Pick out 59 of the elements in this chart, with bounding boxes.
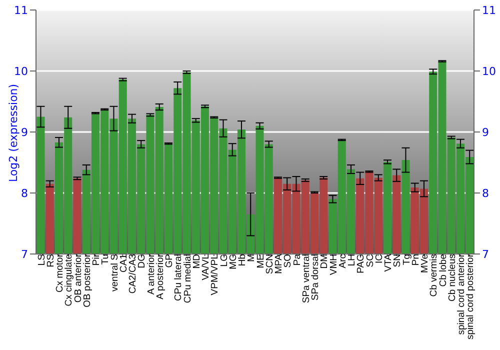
x-tick-label: PAG (356, 254, 367, 274)
x-tick-label: CA2/CA3 (128, 254, 139, 294)
x-tick-label: CPu lateral (173, 254, 184, 301)
x-tick-label: LH (346, 254, 358, 266)
x-tick-label: RS (45, 254, 56, 268)
x-tick-label: Cb vermis (428, 254, 440, 297)
x-tick-label: GP (164, 254, 176, 268)
x-tick-label: Cx motor (54, 254, 66, 293)
y-tick-label: 11 (14, 4, 28, 17)
x-tick-label: MD (191, 254, 202, 269)
x-tick-label: SC (364, 254, 376, 268)
y-tick-label: 7 (21, 248, 28, 261)
y2-tick-label: 7 (482, 248, 489, 261)
x-tick-label: MPA (274, 253, 285, 274)
x-tick-label: LG (218, 254, 230, 267)
y-tick-label: 9 (21, 126, 28, 139)
x-tick-label: Cx cingulate (64, 254, 75, 306)
x-tick-label: VA/VL (200, 254, 212, 280)
x-tick-label: Arc (337, 254, 348, 268)
x-tick-label: Cb nucleus (446, 254, 458, 302)
x-tick-label: Hb (237, 254, 248, 266)
x-tick-label: ventral S (109, 254, 120, 292)
x-tick-label: Pir (91, 254, 102, 266)
x-tick-label: OB anterior (72, 254, 84, 303)
x-tick-label: Tu (100, 254, 112, 265)
x-tick-label: A anterior (146, 254, 157, 295)
x-tick-label: LS (36, 254, 48, 266)
x-tick-label: VPM/VPL (210, 254, 221, 296)
x-tick-label: DG (136, 254, 148, 268)
y2-tick-label: 9 (482, 126, 489, 139)
x-tick-label: Pn (410, 254, 422, 266)
x-tick-label: Tg (401, 254, 412, 266)
x-tick-label: ME (255, 254, 266, 268)
y2-tick-label: 10 (482, 64, 496, 78)
x-tick-label: A posterior (154, 254, 166, 300)
y-axis-title: Log2 (expression) (6, 84, 20, 182)
y2-tick-label: 8 (482, 186, 489, 200)
x-tick-label: SPa dorsal (310, 254, 322, 300)
x-tick-label: DM (319, 254, 330, 269)
x-tick-label: IC (374, 254, 385, 264)
x-tick-label: spinal cord posterior (465, 254, 476, 340)
x-tick-label: OB posterior (82, 254, 93, 308)
x-tick-label: CPu medial (182, 254, 194, 304)
x-tick-label: CA1 (118, 254, 130, 272)
x-tick-label: MG (228, 254, 239, 270)
y-tick-label: 10 (14, 64, 28, 78)
x-tick-label: SPa ventral (300, 254, 312, 304)
x-tick-label: Cb lobe (438, 254, 449, 287)
x-tick-label: SN (392, 254, 404, 268)
x-tick-label: SO (282, 254, 294, 268)
x-tick-label: SCN (264, 254, 276, 274)
x-tick-label: M (246, 254, 258, 262)
x-tick-label: VMH (328, 254, 340, 276)
x-tick-label: Pa (292, 253, 303, 266)
x-tick-label: VTA (383, 253, 394, 272)
x-tick-label: spinal cord anterior (456, 254, 468, 335)
y2-tick-label: 11 (482, 4, 496, 17)
y-tick-label: 8 (21, 186, 28, 200)
x-tick-label: MVe (420, 254, 431, 274)
